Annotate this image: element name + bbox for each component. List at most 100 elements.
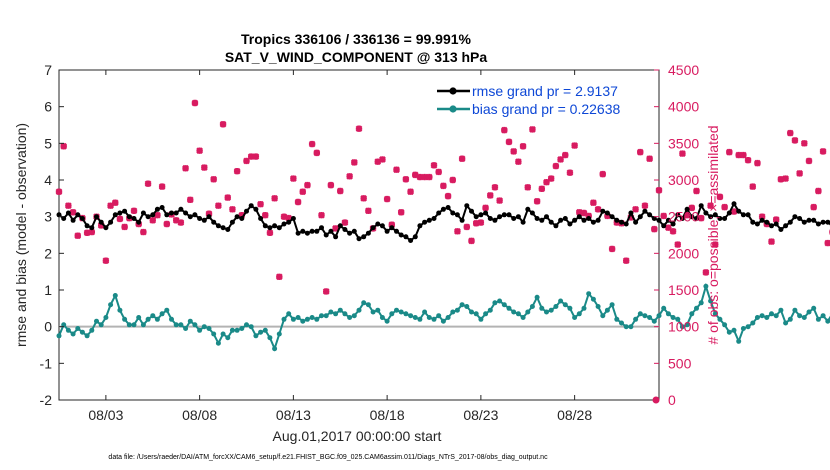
series-point	[258, 329, 264, 335]
obs-point	[182, 164, 189, 172]
series-point	[370, 225, 376, 231]
series-point	[154, 206, 160, 212]
series-point	[253, 333, 259, 339]
series-point	[112, 293, 118, 298]
series-point	[586, 216, 592, 221]
obs-point	[116, 215, 124, 223]
series-point	[333, 311, 339, 317]
obs-point	[97, 222, 105, 229]
obs-point	[308, 140, 316, 148]
obs-point	[665, 224, 672, 232]
obs-point	[505, 138, 513, 146]
obs-point	[754, 159, 761, 167]
series-point	[70, 331, 76, 337]
series-point	[454, 212, 460, 218]
obs-point	[261, 211, 269, 219]
series-point	[515, 311, 521, 317]
series-point	[79, 329, 85, 335]
series-point	[112, 212, 118, 218]
series-point	[361, 234, 367, 240]
series-point	[581, 305, 587, 311]
obs-point	[477, 219, 485, 226]
series-point	[375, 307, 381, 313]
obs-point	[768, 238, 775, 245]
obs-point	[65, 202, 72, 210]
series-point	[394, 307, 399, 313]
series-point	[754, 221, 760, 227]
series-point	[267, 335, 273, 341]
series-point	[783, 223, 789, 229]
y-left-tick-label: -2	[40, 392, 53, 408]
series-point	[787, 219, 793, 225]
series-point	[731, 327, 737, 333]
series-point	[520, 219, 526, 225]
series-point	[314, 316, 320, 322]
series-point	[304, 316, 310, 322]
obs-point	[482, 204, 489, 212]
series-point	[534, 294, 540, 300]
series-point	[248, 203, 254, 209]
obs-point	[74, 232, 82, 240]
obs-point	[758, 213, 766, 221]
series-point	[351, 228, 357, 234]
series-point	[647, 315, 653, 320]
series-point	[440, 318, 446, 324]
obs-point	[233, 167, 241, 175]
data-file-footer: data file: /Users/raeder/DAI/ATM_forcXX/…	[108, 454, 548, 461]
x-tick-label: 08/28	[557, 407, 592, 423]
series-point	[497, 214, 503, 220]
series-point	[801, 315, 807, 320]
series-point	[820, 219, 826, 225]
series-point	[548, 307, 554, 313]
series-point	[525, 309, 531, 315]
obs-point	[285, 214, 293, 222]
obs-point	[130, 207, 138, 215]
obs-point	[782, 175, 789, 182]
series-point	[384, 318, 390, 324]
series-point	[309, 228, 315, 234]
obs-point	[421, 173, 428, 181]
rmse-series	[56, 201, 830, 243]
series-point	[347, 315, 353, 320]
plot-area	[58, 69, 660, 401]
series-point	[365, 302, 371, 308]
x-tick-label: 08/08	[182, 407, 217, 423]
y-left-tick-label: 4	[44, 172, 52, 188]
obs-point	[341, 219, 349, 226]
series-point	[295, 230, 301, 236]
y-right-tick-label: 3500	[668, 135, 699, 151]
series-point	[478, 212, 484, 218]
series-point	[126, 214, 132, 220]
series-point	[722, 322, 728, 328]
obs-point	[435, 168, 443, 176]
obs-point	[566, 169, 574, 177]
series-point	[178, 322, 184, 328]
series-point	[61, 322, 67, 328]
series-point	[642, 208, 648, 214]
series-point	[131, 216, 137, 221]
obs-point	[515, 158, 522, 166]
obs-point	[590, 199, 597, 207]
obs-point	[660, 212, 668, 220]
series-point	[806, 309, 812, 315]
series-point	[797, 313, 803, 319]
series-point	[483, 311, 489, 317]
series-point	[225, 335, 231, 341]
series-point	[619, 320, 624, 326]
obs-point	[463, 223, 471, 231]
series-point	[164, 212, 170, 218]
series-point	[192, 322, 198, 328]
series-point	[403, 311, 409, 317]
series-point	[145, 316, 151, 322]
series-point	[586, 291, 592, 297]
series-point	[361, 300, 367, 306]
series-point	[609, 214, 615, 220]
series-point	[558, 298, 564, 304]
series-point	[169, 316, 174, 322]
obs-point	[271, 194, 278, 202]
series-point	[319, 313, 324, 319]
obs-point	[632, 205, 639, 213]
series-point	[464, 203, 470, 209]
series-point	[726, 210, 732, 216]
series-point	[553, 304, 559, 309]
